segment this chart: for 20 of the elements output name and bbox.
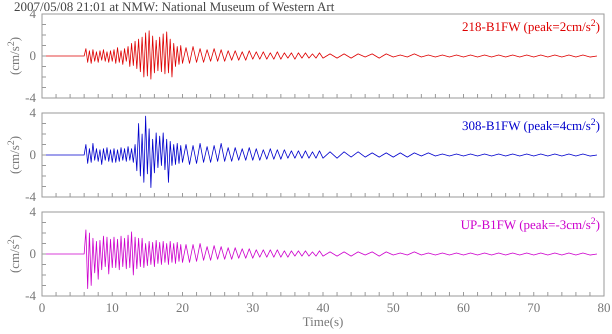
y-tick-label: 4 <box>30 204 36 220</box>
series-label: UP-B1FW (peak=-3cm/s$^{2}$) <box>460 216 600 232</box>
y-tick-label: -4 <box>25 189 36 204</box>
y-tick-label: 4 <box>30 105 36 120</box>
x-tick-label: 10 <box>106 300 119 316</box>
y-tick-label: 0 <box>30 48 36 64</box>
x-tick-label: 70 <box>527 300 540 316</box>
x-axis-title: Time(s) <box>302 314 344 329</box>
x-tick-label: 40 <box>316 300 330 316</box>
x-tick-label: 20 <box>176 300 189 316</box>
series-label: 218-B1FW (peak=2cm/s$^{2}$) <box>462 18 600 34</box>
series-label: 308-B1FW (peak=4cm/s$^{2}$) <box>462 116 600 133</box>
x-tick-label: 50 <box>386 300 400 316</box>
x-tick-label: 30 <box>246 300 260 316</box>
y-tick-label: -4 <box>25 288 36 304</box>
y-tick-label: 0 <box>30 147 36 162</box>
x-tick-label: 80 <box>598 300 610 316</box>
y-tick-label: -4 <box>25 90 36 106</box>
x-tick-label: 60 <box>457 300 470 316</box>
y-tick-label: 0 <box>30 246 36 262</box>
